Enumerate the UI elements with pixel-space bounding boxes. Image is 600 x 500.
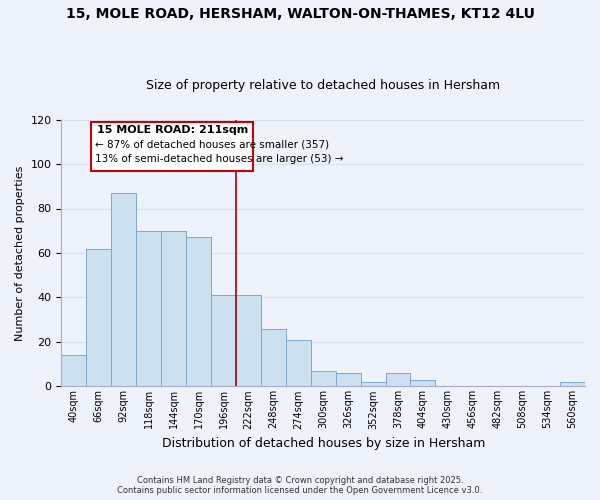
Bar (86, 248, 111, 386)
Text: ← 87% of detached houses are smaller (357): ← 87% of detached houses are smaller (35… (95, 140, 329, 149)
FancyBboxPatch shape (91, 122, 253, 170)
Bar (111, 193, 136, 386)
Bar (236, 295, 261, 386)
Text: Contains HM Land Registry data © Crown copyright and database right 2025.
Contai: Contains HM Land Registry data © Crown c… (118, 476, 482, 495)
Y-axis label: Number of detached properties: Number of detached properties (15, 166, 25, 340)
Text: 15 MOLE ROAD: 211sqm: 15 MOLE ROAD: 211sqm (97, 125, 248, 135)
Bar (136, 230, 161, 386)
Bar (211, 295, 236, 386)
Bar (261, 328, 286, 386)
Title: Size of property relative to detached houses in Hersham: Size of property relative to detached ho… (146, 79, 500, 92)
Bar (186, 238, 211, 386)
X-axis label: Distribution of detached houses by size in Hersham: Distribution of detached houses by size … (161, 437, 485, 450)
Text: 15, MOLE ROAD, HERSHAM, WALTON-ON-THAMES, KT12 4LU: 15, MOLE ROAD, HERSHAM, WALTON-ON-THAMES… (65, 8, 535, 22)
Bar (410, 380, 436, 386)
Bar (335, 373, 361, 386)
Bar (361, 382, 386, 386)
Bar (61, 356, 86, 386)
Bar (386, 373, 410, 386)
Text: 13% of semi-detached houses are larger (53) →: 13% of semi-detached houses are larger (… (95, 154, 344, 164)
Bar (286, 340, 311, 386)
Bar (311, 371, 335, 386)
Bar (560, 382, 585, 386)
Bar (161, 230, 186, 386)
